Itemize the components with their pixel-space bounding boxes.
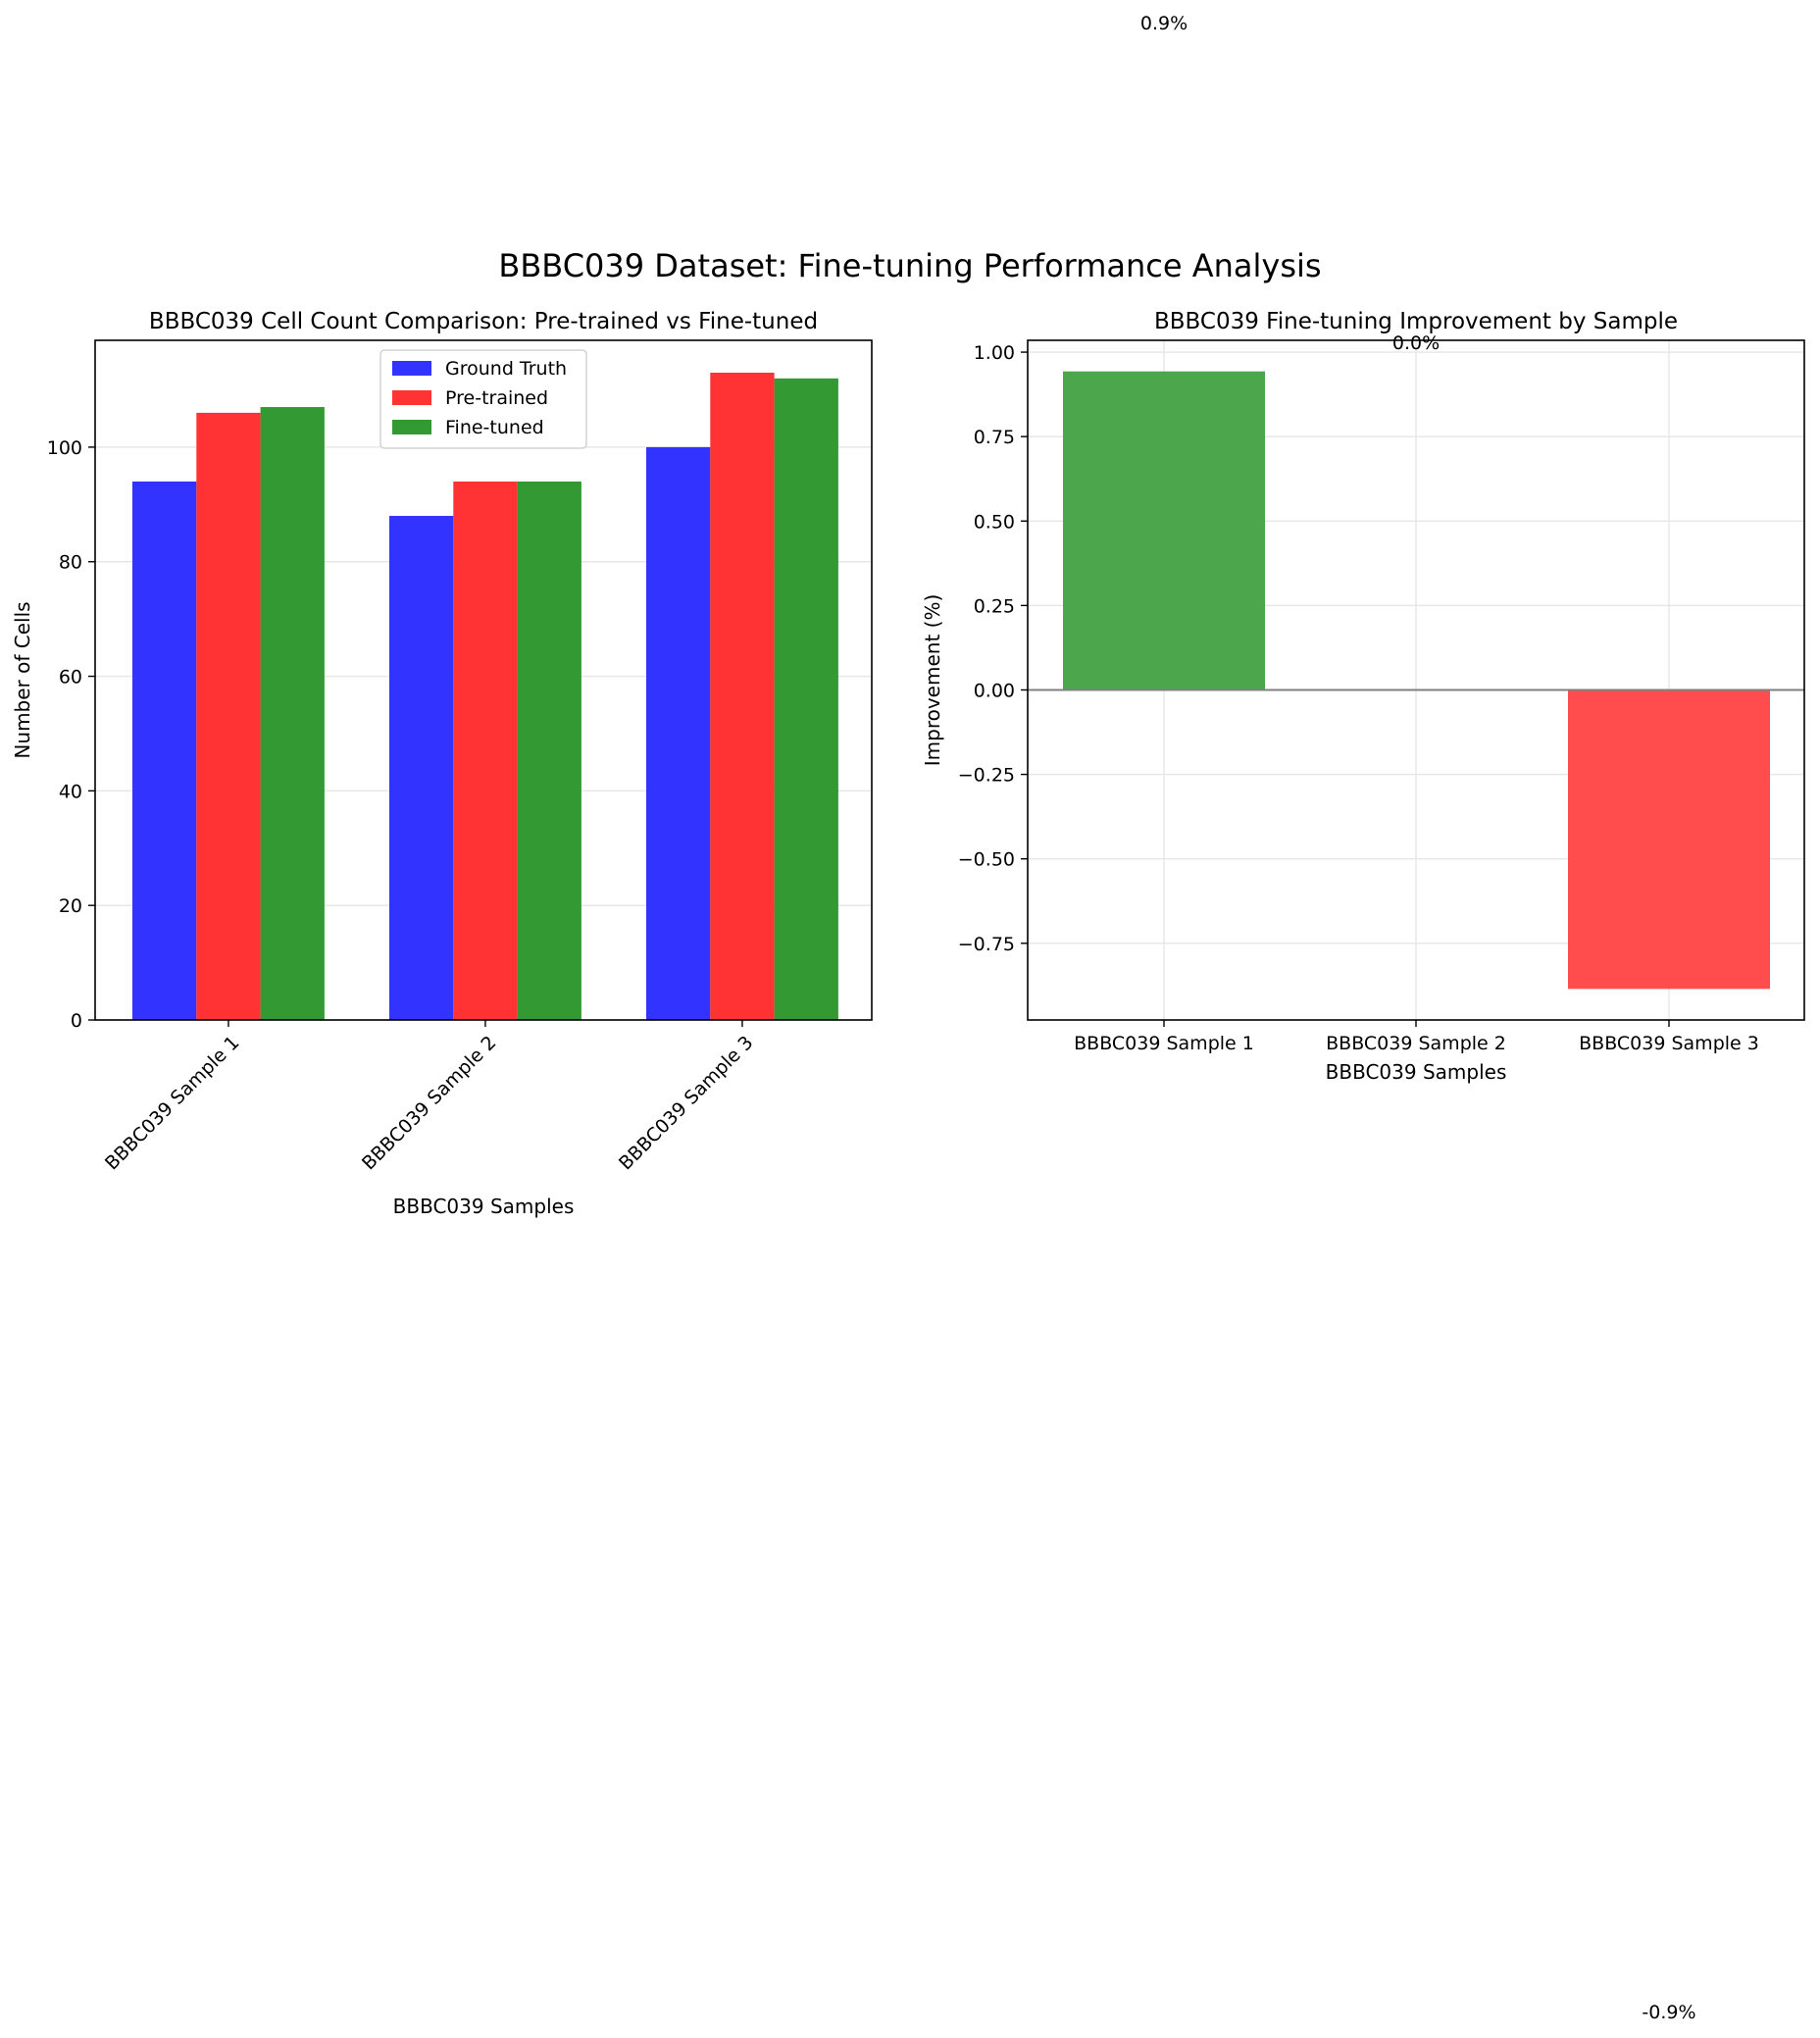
cell-count-y-tick-label: 100 (47, 437, 82, 459)
cell-count-bar (260, 407, 325, 1020)
improvement-bars (1063, 371, 1770, 990)
improvement-y-tick-label: 0.50 (974, 511, 1015, 533)
improvement-chart: 1.00 0.75 0.50 0.25 0.00 −0.25 −0.50 −0.75 BBBC… (921, 13, 1805, 2023)
improvement-y-ticks: 1.00 0.75 0.50 0.25 0.00 −0.25 −0.50 −0.75 (958, 342, 1028, 955)
cell-count-y-tick-label: 80 (59, 552, 82, 574)
cell-count-legend-swatch (392, 390, 431, 405)
improvement-x-tick-label: BBBC039 Sample 3 (1579, 1033, 1759, 1054)
improvement-value-label: 0.0% (1392, 332, 1440, 354)
cell-count-legend-label: Pre-trained (445, 387, 548, 409)
improvement-x-ticks: BBBC039 Sample 1 BBBC039 Sample 2 BBBC039 … (1074, 1020, 1759, 1054)
cell-count-y-label: Number of Cells (11, 601, 34, 758)
cell-count-x-tick-label: BBBC039 Sample 3 (615, 1032, 757, 1174)
cell-count-bar (774, 378, 838, 1020)
improvement-value-labels: 0.9% 0.0% -0.9% (1140, 13, 1696, 2023)
cell-count-bar (196, 412, 261, 1020)
improvement-value-label: -0.9% (1642, 2002, 1695, 2023)
cell-count-bar (132, 481, 197, 1020)
improvement-value-label: 0.9% (1140, 13, 1188, 34)
cell-count-y-tick-label: 0 (71, 1010, 82, 1032)
cell-count-bar (517, 481, 581, 1020)
cell-count-bar (710, 373, 775, 1020)
improvement-x-tick-label: BBBC039 Sample 2 (1326, 1033, 1506, 1054)
improvement-y-tick-label: −0.50 (958, 849, 1015, 871)
cell-count-title: BBBC039 Cell Count Comparison: Pre-train… (149, 309, 818, 334)
cell-count-x-tick-label: BBBC039 Sample 2 (358, 1032, 500, 1174)
improvement-bar (1568, 689, 1770, 990)
improvement-y-tick-label: 1.00 (974, 342, 1015, 364)
cell-count-bar (389, 516, 454, 1020)
improvement-y-tick-label: 0.75 (974, 427, 1015, 448)
improvement-y-label: Improvement (%) (921, 594, 944, 767)
cell-count-y-tick-label: 40 (59, 781, 82, 802)
cell-count-bar (646, 446, 711, 1020)
cell-count-legend: Ground Truth Pre-trained Fine-tuned (379, 349, 587, 449)
improvement-y-tick-label: −0.25 (958, 765, 1015, 787)
improvement-x-label: BBBC039 Samples (1326, 1060, 1507, 1084)
cell-count-legend-label: Fine-tuned (445, 417, 544, 438)
cell-count-y-tick-label: 20 (59, 895, 82, 917)
cell-count-legend-swatch (392, 361, 431, 376)
cell-count-legend-box (379, 349, 587, 449)
improvement-title: BBBC039 Fine-tuning Improvement by Sampl… (1154, 309, 1678, 334)
improvement-y-tick-label: 0.00 (974, 680, 1015, 701)
cell-count-bar (453, 481, 518, 1020)
cell-count-legend-swatch (392, 420, 431, 434)
cell-count-axes-frame (94, 339, 873, 1021)
improvement-y-tick-label: −0.75 (958, 934, 1015, 955)
cell-count-y-ticks: 0 20 40 60 80 100 (47, 437, 95, 1032)
cell-count-bars (132, 373, 838, 1020)
cell-count-x-label: BBBC039 Samples (393, 1195, 575, 1218)
cell-count-y-tick-label: 60 (59, 667, 82, 688)
improvement-bar (1063, 371, 1265, 690)
cell-count-x-ticks: BBBC039 Sample 1 BBBC039 Sample 2 BBBC039 … (101, 1020, 757, 1174)
improvement-y-tick-label: 0.25 (974, 595, 1015, 617)
cell-count-legend-label: Ground Truth (445, 358, 567, 380)
figure-suptitle: BBBC039 Dataset: Fine-tuning Performance… (498, 247, 1321, 284)
cell-count-x-tick-label: BBBC039 Sample 1 (101, 1032, 243, 1174)
improvement-x-tick-label: BBBC039 Sample 1 (1074, 1033, 1254, 1054)
